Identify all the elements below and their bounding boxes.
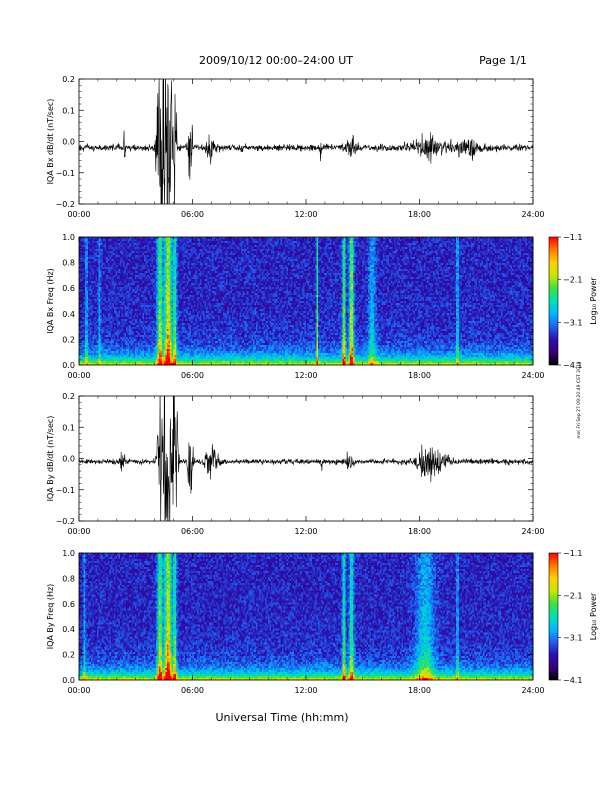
y-tick-label: −0.1 (56, 169, 75, 178)
side-stamp: ms( Fri Sep 27 09:20:49 CST 2019 (576, 361, 582, 438)
x-tick-label: 18:00 (408, 210, 431, 219)
y-tick-label: −0.2 (56, 200, 75, 209)
universal-time-label: Universal Time (hh:mm) (216, 711, 349, 724)
y-tick-label: 0.1 (62, 106, 75, 115)
figure: 2009/10/12 00:00–24:00 UT Page 1/1 ms( F… (0, 0, 612, 792)
page-title: 2009/10/12 00:00–24:00 UT (199, 54, 353, 67)
x-tick-label: 24:00 (521, 210, 544, 219)
x-tick-label: 06:00 (181, 210, 204, 219)
x-tick-label: 00:00 (67, 210, 90, 219)
spectrogram (79, 237, 533, 365)
page-number: Page 1/1 (479, 54, 527, 67)
y-axis-label: IQA Bx dB/dt (nT/sec) (46, 99, 55, 185)
x-tick-label: 12:00 (294, 210, 317, 219)
panels: 00:00 06:00 12:00 18:00 24:00 0.2 0.1 0.0 −0.1 −0… (46, 47, 598, 695)
y-tick-label: 0.2 (62, 75, 75, 84)
y-tick-label: 0.0 (62, 138, 75, 147)
